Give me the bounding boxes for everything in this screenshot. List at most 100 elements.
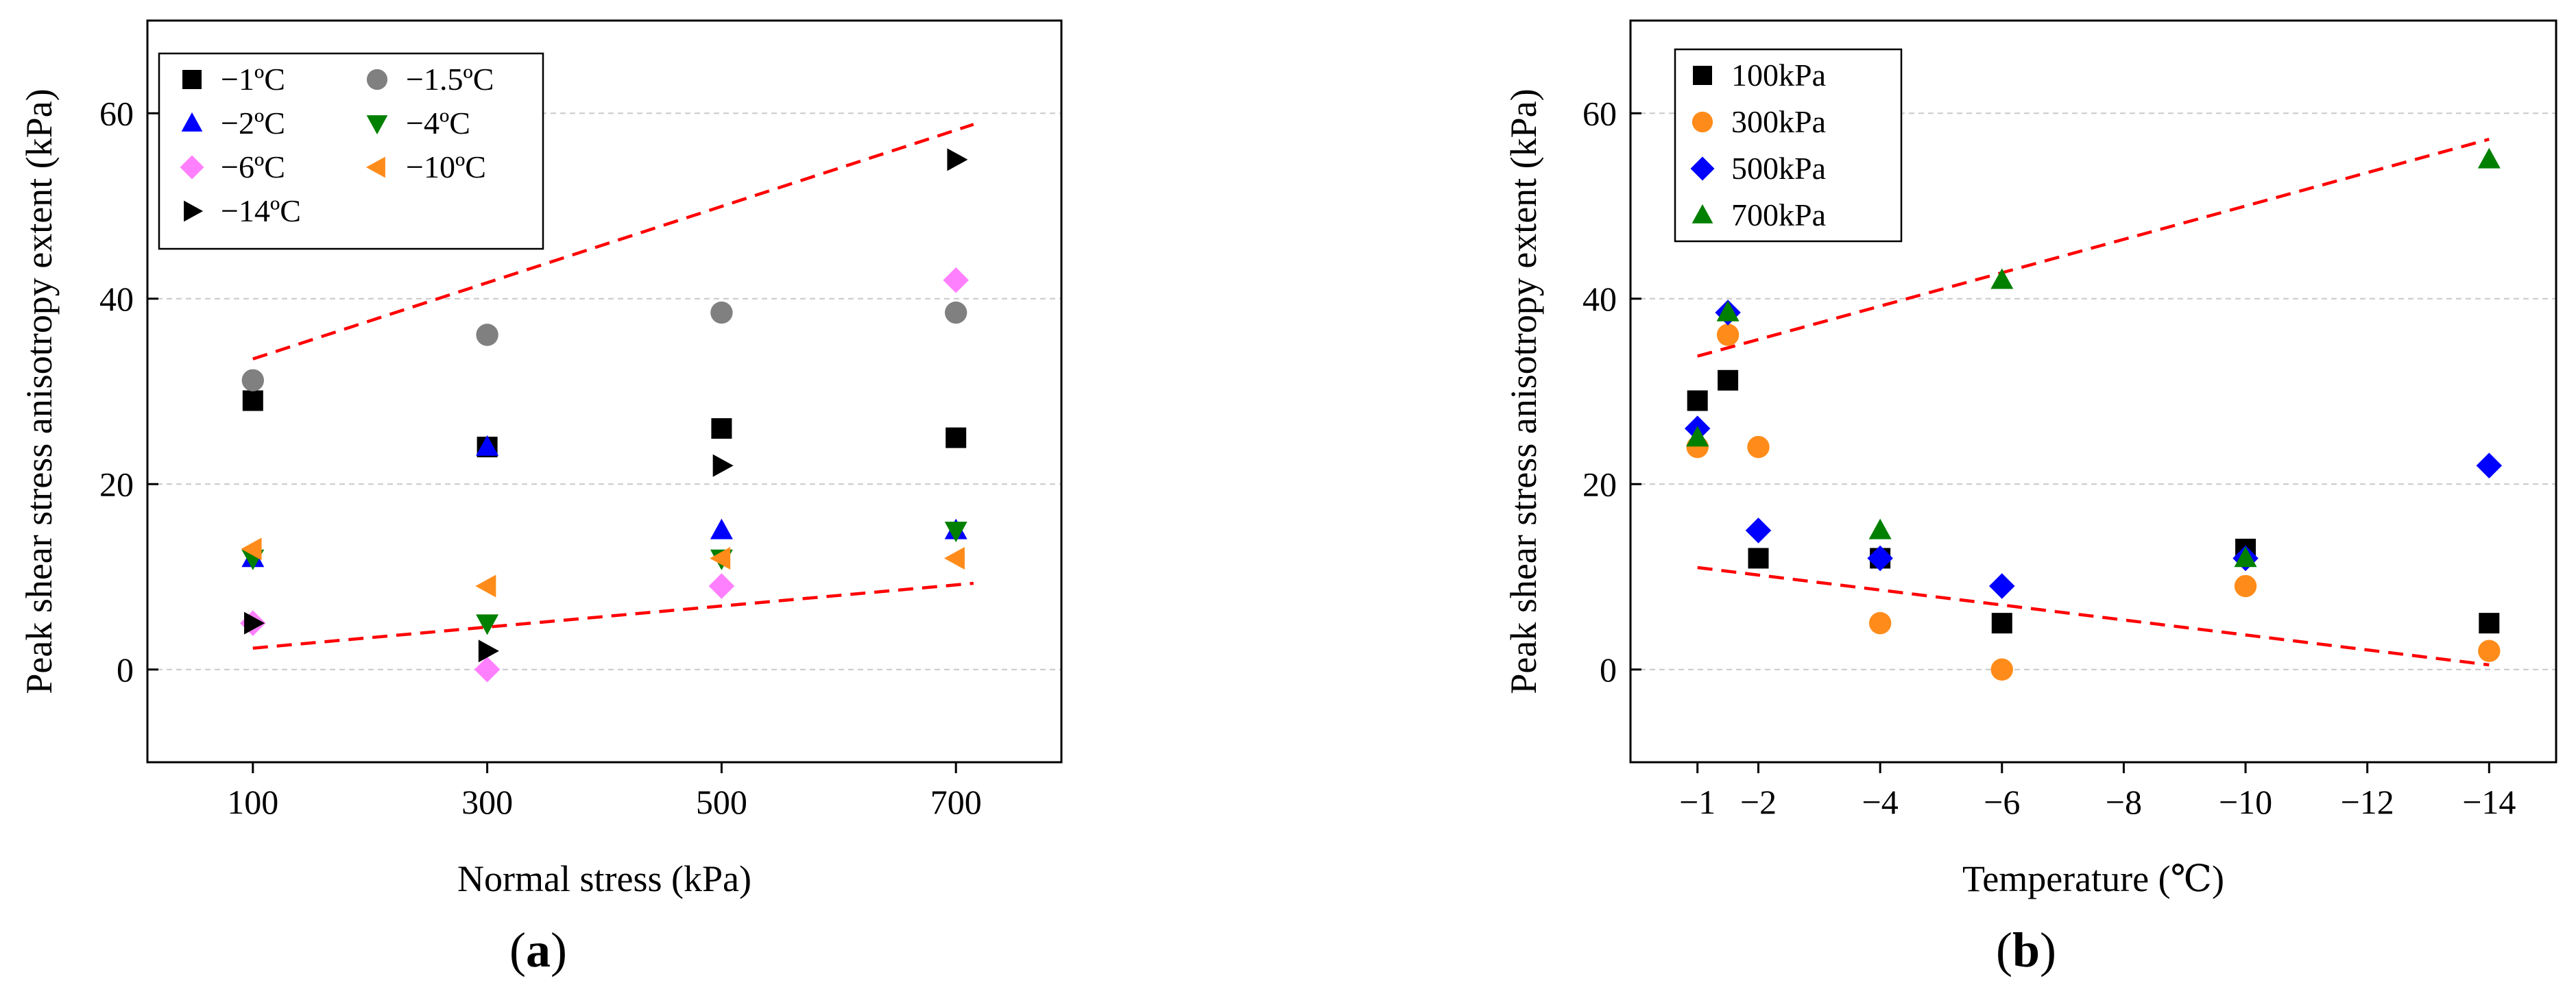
- x-tick-label: −8: [2106, 783, 2142, 821]
- series-1: [1686, 324, 2501, 681]
- data-point: [241, 369, 265, 391]
- trend-line-lower-envelope: [1697, 566, 2490, 667]
- data-point: [1716, 324, 1740, 346]
- series-2: [241, 435, 967, 568]
- data-point: [710, 301, 733, 324]
- data-point: [476, 435, 499, 456]
- legend-label: −2ºC: [221, 106, 285, 141]
- data-point: [943, 267, 969, 293]
- legend-marker: [366, 115, 388, 135]
- series-3: [1686, 147, 2501, 568]
- data-point: [712, 454, 734, 477]
- x-axis-title: Normal stress (kPa): [457, 858, 751, 899]
- x-tick-label: −6: [1984, 783, 2020, 821]
- data-point: [476, 614, 499, 635]
- data-point: [241, 537, 262, 561]
- y-tick-label: 60: [1582, 94, 1617, 132]
- data-point: [944, 301, 967, 324]
- y-tick-label: 0: [1600, 650, 1617, 689]
- series-0: [242, 390, 967, 458]
- series-6: [244, 148, 968, 663]
- y-tick-label: 20: [1582, 465, 1617, 503]
- legend-marker: [1693, 66, 1712, 85]
- data-point: [1745, 518, 1772, 544]
- data-point: [244, 611, 265, 635]
- data-point: [710, 546, 731, 570]
- y-tick-label: 20: [99, 465, 134, 503]
- data-point: [1747, 435, 1770, 459]
- data-point: [2478, 640, 2501, 662]
- x-tick-label: −14: [2462, 783, 2516, 821]
- legend-label: 500kPa: [1731, 151, 1826, 186]
- data-point: [1748, 548, 1769, 569]
- legend-label: −6ºC: [221, 149, 285, 184]
- trend-line-upper-envelope: [252, 123, 974, 361]
- data-point: [2476, 452, 2503, 478]
- legend-label: 100kPa: [1731, 58, 1826, 93]
- data-point: [2234, 574, 2257, 598]
- panel-label: (b): [1996, 923, 2056, 977]
- series-0: [1687, 369, 2500, 634]
- y-axis-title: Peak shear stress anisotropy extent (kPa…: [19, 88, 60, 694]
- data-point: [1716, 300, 1740, 321]
- data-point: [947, 148, 968, 171]
- plot-frame: [146, 19, 1063, 764]
- legend-label: −1.5ºC: [406, 62, 494, 97]
- x-tick-label: 300: [461, 783, 513, 821]
- legend-label: 700kPa: [1731, 197, 1826, 232]
- data-point: [474, 657, 501, 683]
- legend-label: 300kPa: [1731, 104, 1826, 139]
- data-point: [708, 573, 735, 599]
- data-point: [943, 546, 965, 570]
- series-3: [241, 522, 967, 635]
- legend-marker: [184, 200, 204, 222]
- data-point: [2234, 546, 2257, 568]
- data-point: [475, 574, 496, 598]
- data-point: [242, 390, 263, 411]
- data-point: [944, 522, 967, 543]
- legend-marker: [1692, 204, 1713, 223]
- legend-box: [158, 52, 544, 250]
- data-point: [710, 518, 733, 539]
- x-tick-label: 700: [930, 783, 982, 821]
- legend-marker: [1690, 156, 1715, 181]
- y-tick-label: 40: [1582, 280, 1617, 318]
- y-axis-title: Peak shear stress anisotropy extent (kPa…: [1503, 88, 1544, 694]
- series-5: [241, 537, 965, 598]
- series-2: [1684, 300, 2503, 599]
- x-tick-label: −12: [2341, 783, 2394, 821]
- legend-box: [1674, 48, 1903, 243]
- data-point: [2477, 147, 2501, 169]
- legend-marker: [1692, 111, 1713, 133]
- data-point: [2479, 613, 2500, 634]
- data-point: [1868, 611, 1892, 635]
- chart-panel-a: 0 20 40 60 100 300 500 700 Normal stress (kPa) Pe…: [19, 19, 1063, 977]
- x-tick-label: 500: [696, 783, 747, 821]
- x-axis-title: Temperature (℃): [1962, 858, 2224, 899]
- data-point: [1990, 658, 2013, 681]
- data-point: [946, 427, 967, 448]
- x-tick-label: −10: [2219, 783, 2272, 821]
- x-tick-label: −2: [1740, 783, 1777, 821]
- legend-marker: [365, 156, 385, 178]
- data-point: [1868, 518, 1892, 539]
- data-point: [478, 640, 499, 663]
- data-point: [711, 418, 732, 439]
- data-point: [1867, 545, 1893, 572]
- y-tick-label: 60: [99, 94, 134, 132]
- data-point: [1718, 369, 1739, 391]
- data-point: [1990, 268, 2014, 289]
- panel-label: (a): [509, 923, 567, 977]
- legend-label: −14ºC: [221, 193, 301, 228]
- series-4: [240, 267, 969, 683]
- x-tick-label: −1: [1679, 783, 1716, 821]
- legend-label: −1ºC: [221, 62, 285, 97]
- data-point: [1686, 426, 1709, 447]
- trend-line-lower-envelope: [252, 581, 974, 650]
- y-tick-label: 0: [117, 650, 134, 689]
- plot-frame: [1629, 19, 2557, 764]
- data-point: [1989, 573, 2015, 599]
- x-tick-label: 100: [227, 783, 278, 821]
- chart-panel-b: 0 20 40 60 −1 −2 −4 −6 −8 −10 −12 −14 Temperature (℃…: [1503, 19, 2557, 977]
